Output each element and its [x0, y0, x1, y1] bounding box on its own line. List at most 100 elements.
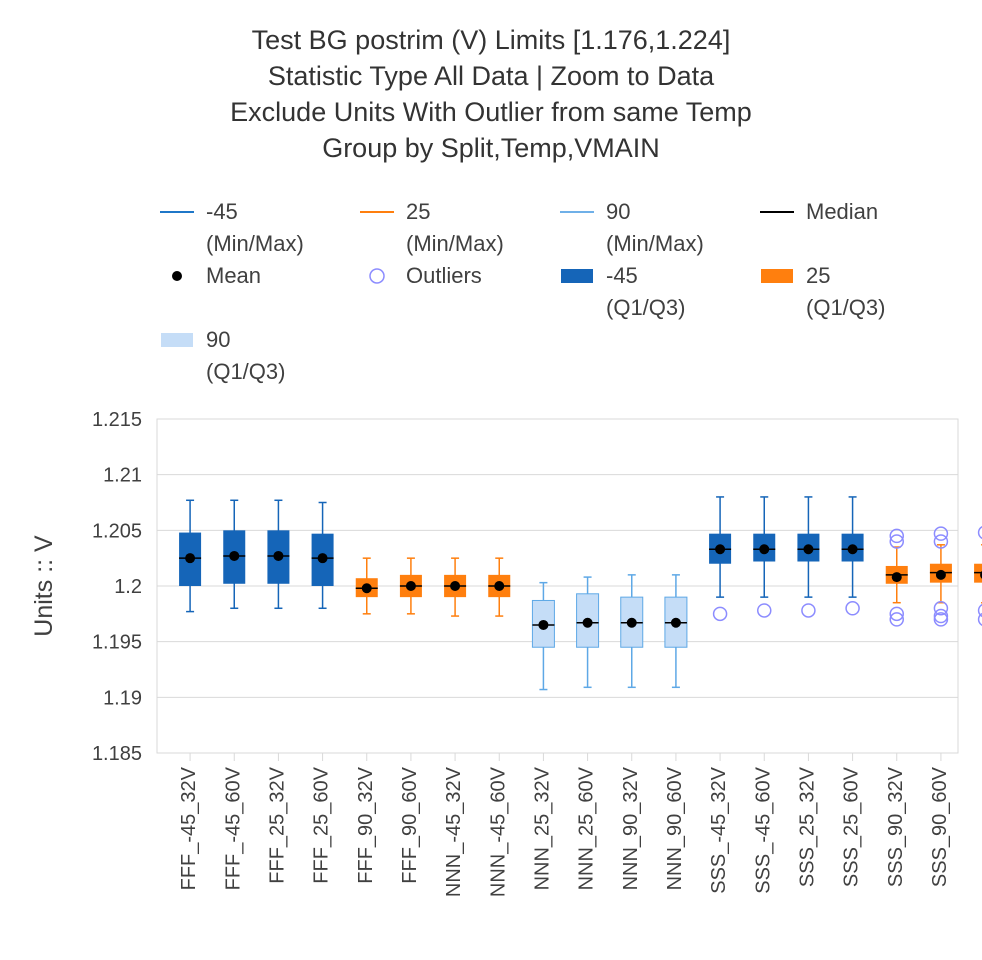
y-axis-label: Units :: V — [30, 535, 58, 637]
x-tick-label: NNN_-45_60V — [487, 766, 509, 897]
outlier-marker — [889, 528, 904, 544]
x-tick-label: SSS_-45_60V — [752, 766, 774, 893]
legend-symbol — [160, 211, 194, 213]
x-tick-label: FFF_25_60V — [311, 766, 333, 883]
y-tick-label: 1.185 — [92, 743, 142, 765]
x-tick-label: NNN_90_32V — [620, 766, 642, 890]
legend-label-line: 25 — [406, 199, 431, 224]
x-tick-label: SSS_90_32V — [885, 766, 907, 887]
mean-marker — [759, 544, 770, 555]
x-tick-label: NNN_90_60V — [664, 766, 686, 890]
legend-label-line: (Min/Max) — [206, 231, 304, 256]
legend-symbol — [561, 269, 593, 283]
legend-item: -45 (Q1/Q3) — [556, 260, 756, 324]
outlier-marker — [757, 603, 772, 618]
y-tick-label: 1.19 — [103, 687, 142, 709]
x-tick-label: SSS_-45_32V — [708, 766, 730, 893]
x-tick-label: NNN_25_32V — [531, 766, 553, 890]
title-line-1: Test BG postrim (V) Limits [1.176,1.224] — [251, 25, 731, 55]
x-tick-label: SSS_90_60V — [929, 766, 951, 887]
outlier-marker — [933, 526, 949, 541]
mean-marker — [803, 544, 814, 555]
chart-title: Test BG postrim (V) Limits [1.176,1.224]… — [0, 22, 982, 166]
mean-marker — [185, 553, 196, 564]
outlier-marker — [933, 534, 949, 549]
legend-label-line: 25 — [806, 263, 831, 288]
legend-item: 25 (Min/Max) — [356, 196, 556, 260]
x-tick-label: FFF_-45_60V — [222, 766, 244, 890]
legend-label: -45 (Min/Max) — [206, 196, 304, 260]
title-line-2: Statistic Type All Data | Zoom to Data — [267, 61, 715, 91]
mean-marker — [935, 569, 946, 580]
mean-marker — [405, 581, 416, 591]
legend-item: Median — [756, 196, 956, 260]
legend-label-line: Outliers — [406, 263, 482, 288]
legend-label: -45 (Q1/Q3) — [606, 260, 685, 324]
legend-label: 90 (Min/Max) — [606, 196, 704, 260]
x-tick-label: FFF_25_32V — [266, 766, 288, 883]
mean-marker — [538, 619, 549, 630]
legend-symbol — [369, 268, 385, 284]
legend-label-line: (Q1/Q3) — [806, 295, 886, 320]
legend-item: Outliers — [356, 260, 556, 324]
mean-marker — [715, 544, 726, 555]
mean-marker — [494, 581, 505, 591]
legend-label: Outliers — [406, 260, 482, 292]
x-tick-label: FFF_-45_32V — [178, 766, 200, 890]
x-tick-label: SSS_25_60V — [841, 766, 863, 887]
outlier-marker — [845, 601, 860, 616]
x-tick-label: SSS_25_32V — [796, 766, 818, 887]
legend-item: 90 (Q1/Q3) — [156, 324, 356, 388]
x-tick-label: NNN_25_60V — [576, 766, 598, 890]
outlier-marker — [977, 526, 982, 540]
legend-symbol — [760, 211, 794, 213]
legend-label-line: (Q1/Q3) — [206, 359, 286, 384]
outlier-marker — [712, 606, 728, 622]
legend-label-line: Median — [806, 199, 879, 224]
legend-item: 25 (Q1/Q3) — [756, 260, 956, 324]
x-tick-label: FFF_90_32V — [355, 766, 377, 883]
mean-marker — [626, 617, 637, 628]
legend-symbol — [360, 211, 394, 213]
legend-label-line: 90 — [606, 199, 631, 224]
mean-marker — [229, 550, 240, 561]
legend-label-line: Mean — [206, 263, 262, 288]
y-tick-label: 1.2 — [114, 576, 142, 598]
y-tick-label: 1.215 — [92, 409, 142, 431]
legend-item: Mean — [156, 260, 356, 324]
title-line-3: Exclude Units With Outlier from same Tem… — [230, 97, 752, 127]
outlier-marker — [801, 603, 816, 618]
legend-label-line: -45 — [206, 199, 238, 224]
outlier-marker — [933, 601, 949, 616]
legend-symbol — [761, 269, 793, 283]
legend-label-line: -45 — [606, 263, 638, 288]
outlier-marker — [889, 606, 904, 622]
outlier-marker — [933, 612, 949, 627]
legend-label-line: (Min/Max) — [606, 231, 704, 256]
mean-marker — [450, 581, 461, 591]
y-tick-label: 1.195 — [92, 632, 142, 654]
y-tick-label: 1.205 — [92, 520, 142, 542]
legend-item: -45 (Min/Max) — [156, 196, 356, 260]
legend-label: Mean — [206, 260, 261, 292]
legend-symbol — [161, 333, 193, 347]
legend-symbol — [560, 211, 594, 213]
mean-marker — [847, 544, 858, 555]
legend-label-line: (Min/Max) — [406, 231, 504, 256]
outlier-marker — [889, 612, 904, 627]
outlier-marker — [977, 612, 982, 626]
outlier-marker — [889, 534, 904, 549]
legend-label: 25 (Min/Max) — [406, 196, 504, 260]
legend-label: 90 (Q1/Q3) — [206, 324, 285, 388]
mean-marker — [891, 572, 902, 583]
legend-label: Median — [806, 196, 878, 228]
mean-marker — [582, 617, 593, 628]
title-line-4: Group by Split,Temp,VMAIN — [322, 133, 660, 163]
mean-marker — [361, 583, 372, 594]
mean-marker — [317, 553, 328, 564]
legend-label-line: (Q1/Q3) — [606, 295, 686, 320]
mean-marker — [273, 550, 284, 561]
outlier-marker — [933, 608, 949, 624]
legend-label: 25 (Q1/Q3) — [806, 260, 885, 324]
